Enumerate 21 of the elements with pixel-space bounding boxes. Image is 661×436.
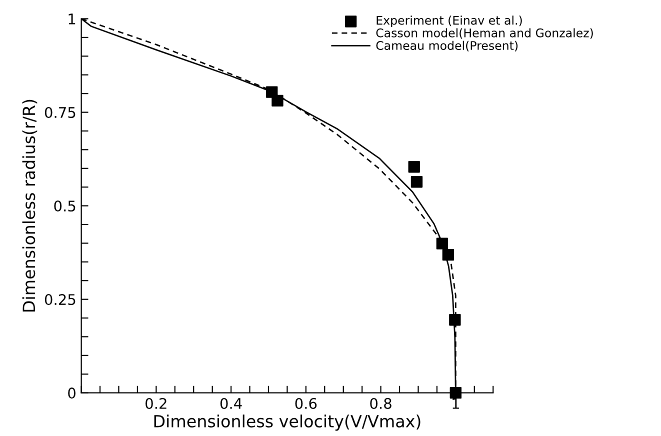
y-tick-label: 0.5 xyxy=(54,200,76,212)
x-tick-label: 0.4 xyxy=(220,398,242,409)
y-tick-label: 0.25 xyxy=(44,294,76,306)
legend-label: Casson model(Heman and Gonzalez) xyxy=(376,28,593,39)
x-axis-title: Dimensionless velocity(V/Vmax) xyxy=(154,414,420,431)
point xyxy=(442,248,454,261)
point xyxy=(449,314,461,326)
point xyxy=(408,161,420,173)
x-tick-label: 1 xyxy=(452,398,459,409)
point xyxy=(436,238,448,250)
legend-label: Cameau model(Present) xyxy=(376,40,518,52)
x-tick-label: 0.6 xyxy=(295,398,317,409)
y-tick-label: 0 xyxy=(68,388,76,399)
point xyxy=(410,176,423,188)
point xyxy=(272,94,284,107)
y-tick-label: 1 xyxy=(68,14,76,24)
x-tick-label: 0.2 xyxy=(146,398,166,409)
legend-label: Experiment (Einav et al.) xyxy=(376,16,522,28)
x-tick-label: 0.8 xyxy=(370,398,392,409)
y-tick-label: 0.75 xyxy=(44,106,76,118)
y-axis-title: Dimensionless radius(r/R) xyxy=(22,100,38,312)
